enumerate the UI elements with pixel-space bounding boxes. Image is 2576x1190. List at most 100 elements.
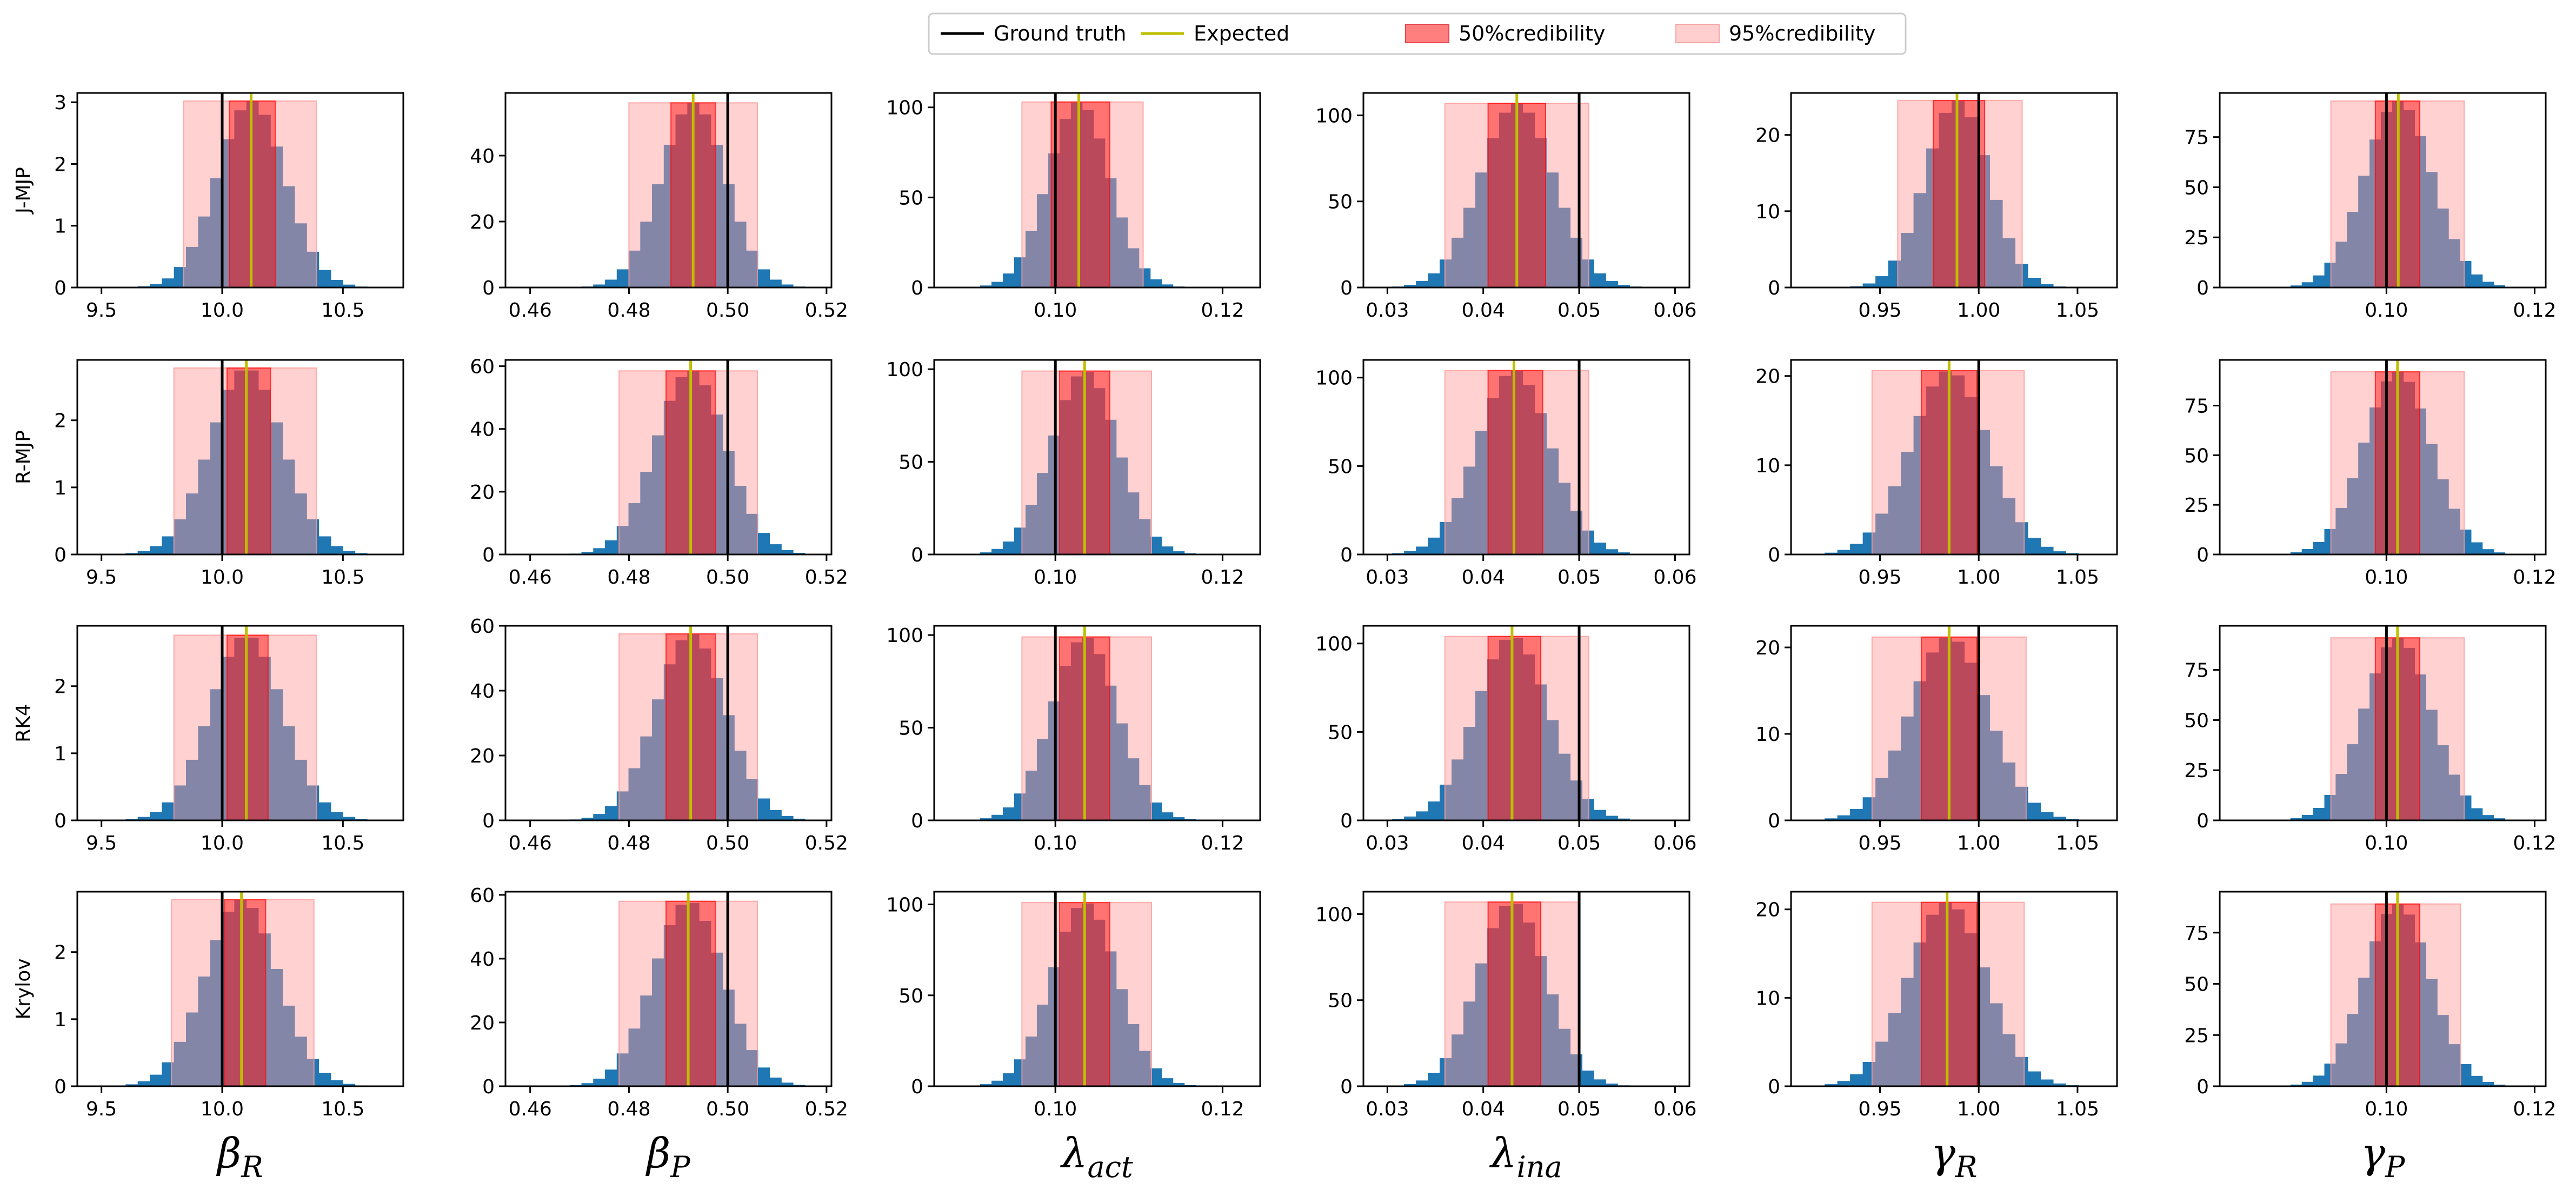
y-tick-label: 0 (1768, 1076, 1780, 1098)
x-tick-label: 0.03 (1366, 1098, 1409, 1120)
histogram-bar (1913, 681, 1927, 820)
histogram-bar (2437, 1015, 2449, 1086)
y-tick-label: 75 (2184, 660, 2209, 682)
column-label-symbol: γ (2361, 1129, 2386, 1177)
histogram-bar (581, 552, 594, 554)
x-tick-label: 9.5 (86, 832, 117, 854)
histogram-bar (746, 250, 758, 288)
histogram-bar (1025, 1037, 1037, 1086)
histogram-bar (2053, 817, 2067, 820)
histogram-bar (246, 638, 259, 820)
histogram-bar (1059, 400, 1071, 554)
histogram-bar (2028, 538, 2041, 554)
histogram-bar (1901, 716, 1914, 820)
x-tick-label: 0.12 (1201, 832, 1244, 854)
histogram-bar (1440, 259, 1452, 288)
histogram-bar (1475, 431, 1488, 554)
y-tick-label: 0 (1340, 277, 1353, 299)
histogram-bar (1059, 666, 1071, 820)
histogram-bar (1964, 933, 1978, 1086)
x-tick-label: 0.04 (1462, 1098, 1505, 1120)
histogram-bar (2313, 807, 2325, 820)
histogram-bar (234, 370, 247, 554)
histogram-panel: 9.5 10.0 10.5 0 1 2 (54, 891, 404, 1120)
histogram-bar (2347, 478, 2359, 554)
y-tick-label: 50 (898, 452, 923, 474)
histogram-bar (1875, 276, 1889, 288)
y-tick-label: 0 (2196, 277, 2209, 299)
histogram-bar (1048, 701, 1060, 820)
histogram-bar (2002, 762, 2016, 820)
y-tick-label: 100 (1315, 633, 1353, 656)
histogram-bar (331, 279, 343, 288)
histogram-bar (734, 222, 747, 288)
x-tick-label: 9.5 (86, 566, 117, 589)
y-tick-label: 1 (54, 216, 66, 238)
histogram-bar (295, 493, 307, 554)
y-tick-label: 20 (470, 482, 495, 504)
histogram-bar (1451, 759, 1464, 820)
x-tick-label: 0.10 (2365, 566, 2408, 589)
y-tick-label: 25 (2184, 1025, 2209, 1047)
histogram-panel: 0.10 0.12 0 50 100 (886, 891, 1261, 1120)
histogram-bar (1093, 388, 1106, 554)
x-tick-label: 0.52 (805, 832, 848, 854)
histogram-bar (1952, 375, 1965, 554)
x-tick-label: 10.0 (201, 1098, 244, 1120)
legend-label: 50%credibility (1459, 22, 1605, 45)
x-tick-label: 0.48 (607, 832, 650, 854)
histogram-bar (1862, 283, 1876, 288)
column-label-subscript: act (1088, 1150, 1133, 1184)
x-tick-label: 0.50 (706, 566, 749, 589)
histogram-bar (1161, 812, 1174, 820)
histogram-bar (258, 933, 271, 1086)
histogram-bar (1475, 963, 1488, 1086)
histogram-bar (1104, 951, 1117, 1086)
x-tick-label: 10.5 (321, 566, 364, 589)
axes-frame (1362, 625, 1690, 821)
y-tick-label: 20 (1755, 125, 1780, 147)
histogram-bar (307, 1059, 319, 1086)
histogram-bar (1875, 513, 1889, 554)
histogram-bar (1487, 138, 1500, 288)
credibility-50-region (1921, 901, 1978, 1087)
histogram-bar (1404, 816, 1416, 820)
axes-frame (1362, 891, 1690, 1087)
x-tick-label: 0.12 (1201, 566, 1244, 589)
y-tick-label: 50 (898, 718, 923, 740)
histogram-bar (1499, 906, 1512, 1086)
histogram-bar (1989, 1003, 2003, 1086)
y-tick-label: 10 (1755, 724, 1780, 746)
histogram-bar (1875, 1041, 1889, 1086)
histogram-bar (1428, 801, 1440, 820)
histogram-bar (1025, 230, 1037, 288)
histogram-bar (1964, 117, 1978, 288)
histogram-bar (258, 115, 271, 288)
histogram-bar (2414, 136, 2426, 288)
column-label-symbol: γ (1931, 1129, 1955, 1177)
histogram-bar (2347, 212, 2359, 288)
histogram-bar (295, 759, 307, 820)
y-tick-label: 2 (54, 410, 66, 432)
histogram-bar (1939, 902, 1952, 1086)
histogram-bar (1463, 1001, 1476, 1086)
credibility-95-region (618, 370, 758, 555)
histogram-panel: 0.46 0.48 0.50 0.52 0 20 40 60 (470, 356, 848, 589)
histogram-bar (2028, 277, 2041, 288)
histogram-bar (1618, 552, 1630, 554)
histogram-panel: 0.10 0.12 0 50 100 (886, 92, 1261, 322)
histogram-bar (1850, 1074, 1863, 1086)
x-tick-label: 1.00 (1957, 299, 2000, 322)
histogram-bar (222, 139, 235, 288)
histogram-bar (757, 269, 770, 288)
histogram-bar (1014, 527, 1026, 554)
histogram-bar (1003, 1073, 1015, 1086)
histogram-bar (1416, 1080, 1428, 1086)
histogram-bar (295, 223, 307, 288)
histogram-bar (1104, 178, 1117, 288)
histogram-bar (270, 689, 283, 820)
histogram-bar (1104, 419, 1117, 554)
x-tick-label: 0.46 (509, 832, 552, 854)
histogram-bar (1139, 785, 1151, 820)
